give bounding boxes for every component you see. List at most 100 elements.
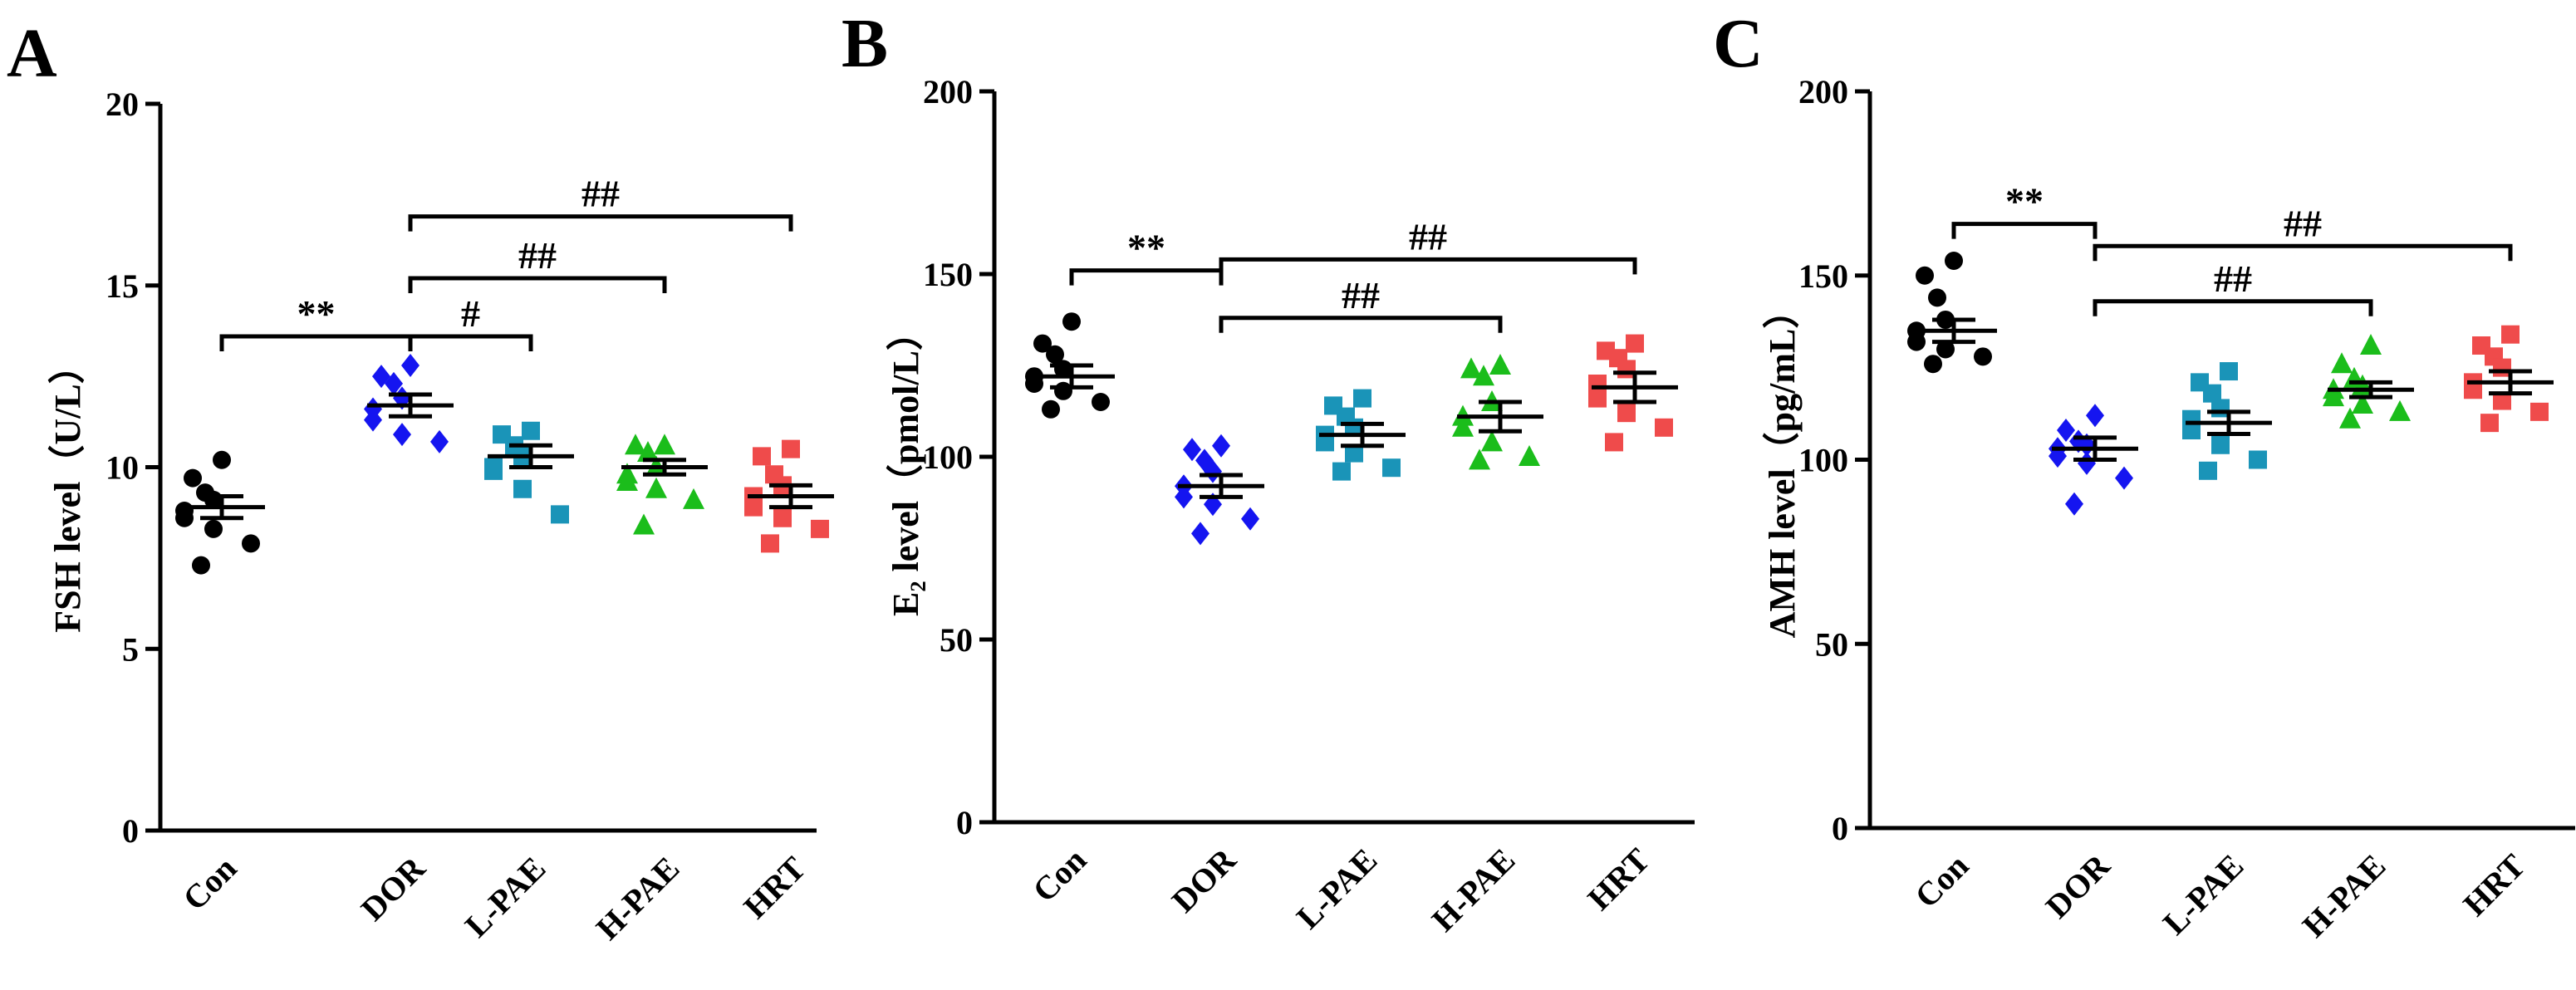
panel-a-tick-label-3: 15 [105,267,139,305]
panel-c-point-con-1 [1916,266,1934,285]
panel-b-series-con [1025,312,1115,419]
panel-a-tick-1: 5 [122,630,160,668]
panel-c-sig-con-dor: ** [1951,180,2098,239]
panel-b-point-dor-5 [1175,485,1193,509]
panel-a-sem-dor [389,392,432,419]
panel-a: A FSH level（U/L） 0 5 10 15 20 [7,15,834,947]
panel-b: B E₂ level（pmol/L） 0 50 100 150 2 [841,5,1695,939]
panel-c-bracket-dor-hrt [2093,243,2513,262]
panel-a-sem-l-pae [509,443,552,469]
panel-c-tick-0: 0 [1832,810,1870,847]
panel-a-cat-hrt: HRT [736,849,812,925]
panel-c-categories: Con DOR L-PAE H-PAE HRT [1907,846,2532,944]
panel-a-point-dor-6 [393,423,411,447]
panel-a-sem-h-pae [643,458,686,477]
panel-a-sig-label-con-dor: ** [297,292,336,335]
panel-c-point-l-pae-5 [2182,421,2201,440]
panel-a-tick-label-4: 20 [105,86,139,123]
panel-c-sig-label-con-dor: ** [2005,180,2044,223]
panel-a-tick-label-0: 0 [122,812,139,850]
panel-c-tick-2: 100 [1798,442,1870,479]
panel-c-point-hrt-5 [2464,380,2482,399]
panel-a-significance: ** # ## ## [219,173,793,351]
panel-a-series-con [175,450,265,575]
panel-a-point-l-pae-0 [522,421,540,440]
panel-b-point-dor-8 [1191,522,1209,546]
panel-a-point-h-pae-1 [625,434,646,455]
panel-b-letter: B [841,5,888,82]
panel-a-sig-dor-l-pae: # [408,292,533,351]
panel-a-categories: Con DOR L-PAE H-PAE HRT [175,849,812,947]
panel-a-letter: A [7,15,57,92]
panel-c-point-h-pae-8 [2339,407,2361,429]
panel-b-point-h-pae-8 [1469,448,1490,470]
panel-a-point-hrt-6 [773,508,792,527]
panel-a-point-h-pae-2 [637,441,659,462]
panel-c-series-l-pae [2182,362,2272,480]
panel-c-cat-l-pae: L-PAE [2156,847,2251,943]
panel-b-point-hrt-0 [1626,334,1644,353]
panel-c-sem-h-pae [2349,380,2392,399]
panel-c-tick-label-4: 200 [1798,73,1848,110]
panel-a-sig-dor-h-pae: ## [408,234,667,293]
panel-c-sem-l-pae [2207,409,2250,436]
panel-c-tick-1: 50 [1815,625,1870,663]
panel-a-point-l-pae-5 [484,461,503,480]
panel-b-bracket-dor-h-pae [1219,316,1503,333]
panel-b-tick-2: 100 [923,439,994,476]
panel-b-y-ticks: 0 50 100 150 200 [923,73,994,841]
panel-a-y-title: FSH level（U/L） [47,347,88,632]
panel-c-letter: C [1713,5,1764,82]
panel-c-point-l-pae-0 [2220,362,2238,381]
panel-b-tick-label-3: 150 [923,256,973,293]
panel-a-sig-con-dor: ** [219,292,413,351]
panel-a-point-h-pae-5 [616,470,638,491]
panel-b-sig-label-dor-hrt: ## [1409,215,1447,257]
panel-c-point-con-7 [1974,347,1992,366]
panel-a-point-con-8 [192,556,210,575]
panel-c-point-l-pae-6 [2211,435,2230,454]
panel-a-series-l-pae [484,421,574,524]
panel-a-tick-4: 20 [105,86,160,123]
panel-a-y-ticks: 0 5 10 15 20 [105,86,160,850]
panel-b-series-h-pae [1452,354,1543,470]
panel-b-point-l-pae-7 [1382,458,1401,478]
panel-a-point-con-1 [184,468,202,488]
panel-a-point-hrt-7 [811,519,829,538]
panel-a-sig-label-dor-l-pae: # [461,292,480,335]
panel-c-point-hrt-6 [2493,391,2511,410]
panel-b-y-title: E₂ level（pmol/L） [886,314,926,616]
panel-a-sig-label-dor-h-pae: ## [518,234,557,277]
panel-a-point-h-pae-0 [654,434,675,455]
panel-a-bracket-con-dor [219,334,413,351]
panel-b-point-hrt-5 [1588,389,1607,408]
panel-a-bracket-dor-hrt [408,214,793,232]
panel-c-cat-hrt: HRT [2456,846,2532,923]
panel-a-series-dor [364,354,454,453]
panel-c-data-points [1907,252,2554,516]
panel-a-point-dor-5 [364,408,382,432]
panel-a-tick-label-2: 10 [105,449,139,487]
panel-c-tick-label-2: 100 [1798,442,1848,479]
panel-c-point-hrt-0 [2501,325,2520,344]
panel-c-cat-dor: DOR [2039,846,2117,925]
panel-a-cat-h-pae: H-PAE [589,850,687,948]
panel-c-series-dor [2049,404,2138,516]
panel-a-point-h-pae-8 [633,513,655,535]
panel-c-point-h-pae-0 [2360,334,2382,355]
panel-c-tick-label-1: 50 [1815,625,1848,663]
panel-b-bracket-con-dor [1069,268,1224,286]
panel-a-data-points [175,354,834,575]
panel-a-sig-dor-hrt: ## [408,173,793,232]
panel-a-point-dor-0 [401,354,420,377]
panel-a-point-h-pae-7 [683,488,704,509]
panel-b-point-hrt-7 [1655,418,1673,437]
panel-c-point-h-pae-5 [2323,385,2344,407]
panel-b-cat-hrt: HRT [1580,841,1656,917]
panel-a-sig-label-dor-hrt: ## [581,173,620,215]
panel-b-bracket-dor-hrt [1219,257,1637,275]
panel-c-point-dor-8 [2065,492,2083,516]
panel-a-bracket-dor-l-pae [408,334,533,351]
panel-b-point-h-pae-1 [1460,357,1482,379]
